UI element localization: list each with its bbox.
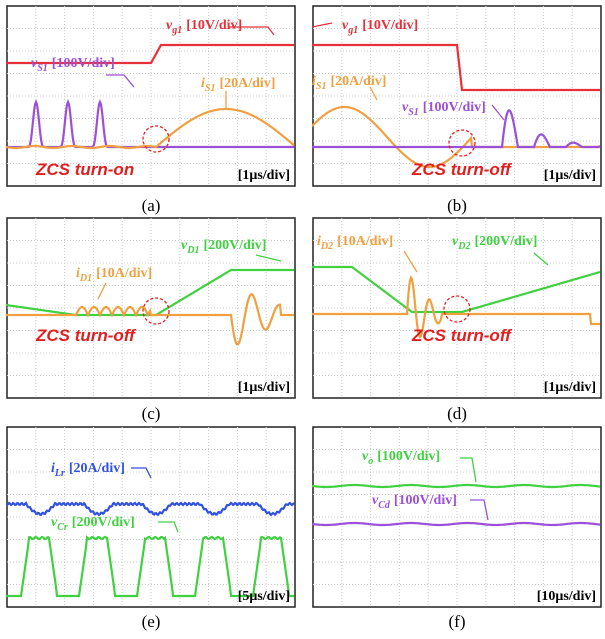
subscript: g1 — [171, 25, 182, 36]
scale: [10V/div] — [186, 18, 242, 33]
timebase: [1μs/div] — [544, 380, 596, 395]
subscript: Cd — [378, 500, 391, 511]
subscript: o — [368, 456, 373, 467]
zcs-note: ZCS turn-off — [35, 326, 137, 345]
scale: [10V/div] — [362, 18, 418, 33]
scope-panel: vg1[10V/div]vS1[100V/div]iS1[20A/div]ZCS… — [6, 5, 296, 187]
caption: (f) — [312, 612, 602, 632]
zcs-note: ZCS turn-on — [35, 160, 134, 179]
scale: [100V/div] — [394, 493, 457, 508]
scope-panel: vD1[200V/div]iD1[10A/div]ZCS turn-off[1μ… — [6, 217, 296, 399]
scale: [10A/div] — [96, 266, 152, 281]
timebase: [1μs/div] — [238, 168, 290, 183]
subscript: D2 — [457, 241, 470, 252]
timebase: [10μs/div] — [537, 589, 596, 604]
subscript: S1 — [37, 63, 48, 74]
timebase: [1μs/div] — [544, 168, 596, 183]
scale: [10A/div] — [337, 234, 393, 249]
scale: [20A/div] — [69, 461, 125, 476]
scale: [200V/div] — [474, 234, 537, 249]
subscript: S1 — [408, 107, 419, 118]
subscript: D2 — [320, 241, 333, 252]
scope-panel: iLr[20A/div]vCr[200V/div][5μs/div] — [6, 426, 296, 608]
subscript: Lr — [54, 468, 65, 479]
caption: (b) — [312, 196, 602, 216]
subscript: D1 — [79, 273, 92, 284]
subscript: Cr — [57, 522, 68, 533]
scale: [200V/div] — [203, 238, 266, 253]
scope-panel: vg1[10V/div]iS1[20A/div]vS1[100V/div]ZCS… — [312, 5, 602, 187]
scale: [20A/div] — [219, 76, 275, 91]
zcs-note: ZCS turn-off — [411, 160, 513, 179]
caption: (e) — [6, 612, 296, 632]
caption: (a) — [6, 196, 296, 216]
subscript: g1 — [347, 25, 358, 36]
scope-panel: iD2[10A/div]vD2[200V/div]ZCS turn-off[1μ… — [312, 217, 602, 399]
subscript: S1 — [316, 81, 327, 92]
subscript: S1 — [205, 83, 216, 94]
scale: [100V/div] — [423, 100, 486, 115]
zcs-note: ZCS turn-off — [411, 326, 513, 345]
caption: (d) — [312, 404, 602, 424]
scope-panel: vo[100V/div]vCd[100V/div][10μs/div] — [312, 426, 602, 608]
scale: [200V/div] — [72, 515, 135, 530]
timebase: [1μs/div] — [238, 380, 290, 395]
figure: vg1[10V/div]vS1[100V/div]iS1[20A/div]ZCS… — [0, 0, 605, 639]
subscript: D1 — [186, 245, 199, 256]
timebase: [5μs/div] — [238, 589, 290, 604]
scale: [100V/div] — [377, 449, 440, 464]
caption: (c) — [6, 404, 296, 424]
scale: [100V/div] — [52, 56, 115, 71]
scale: [20A/div] — [330, 74, 386, 89]
